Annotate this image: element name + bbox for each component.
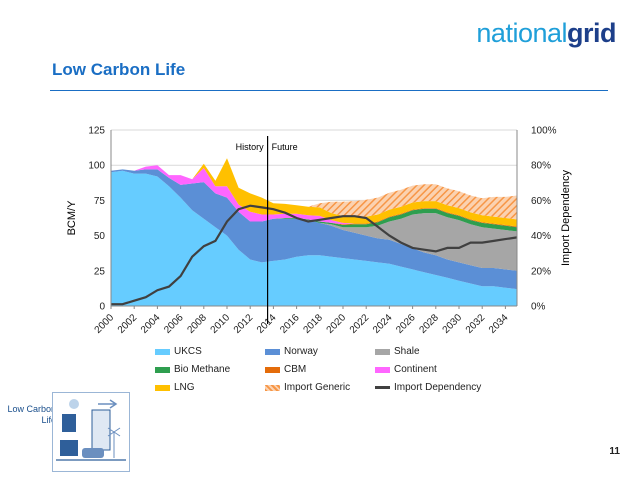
x-tick-label: 2008 xyxy=(185,312,209,336)
legend-swatch xyxy=(265,366,280,373)
area-series xyxy=(111,158,517,306)
y-axis-title: BCM/Y xyxy=(66,200,78,236)
wind-turbine-icon xyxy=(107,427,121,458)
x-tick-label: 2018 xyxy=(301,312,325,336)
y2-axis-title: Import Dependency xyxy=(560,170,572,266)
x-tick-label: 2026 xyxy=(394,312,418,336)
logo-light-text: national xyxy=(476,18,567,48)
legend-swatch xyxy=(265,348,280,355)
x-tick-label: 2000 xyxy=(93,312,117,336)
y2-tick-label: 80% xyxy=(531,161,551,172)
house-icon xyxy=(60,440,78,456)
series-line-import-dependency xyxy=(111,204,518,306)
x-tick-label: 2022 xyxy=(348,312,372,336)
y2-tick-label: 20% xyxy=(531,266,551,277)
legend-item-shale: Shale xyxy=(375,346,420,357)
x-tick-label: 2032 xyxy=(464,312,488,336)
legend-label: Import Dependency xyxy=(394,382,482,393)
legend-label: LNG xyxy=(174,382,195,393)
y-tick-label: 75 xyxy=(94,196,106,207)
legend-item-lng: LNG xyxy=(155,382,195,393)
series-area-bio-methane xyxy=(111,169,517,232)
y-tick-label: 100 xyxy=(88,161,105,172)
y2-tick-label: 0% xyxy=(531,302,546,313)
legend-item-continent: Continent xyxy=(375,364,437,375)
legend-swatch xyxy=(375,386,390,389)
legend-item-import-generic: Import Generic xyxy=(265,382,350,393)
car-icon xyxy=(82,448,104,458)
national-grid-logo: nationalgrid xyxy=(476,18,616,49)
series-area-shale xyxy=(111,169,517,271)
series-area-import-generic xyxy=(111,158,517,220)
sun-icon xyxy=(69,399,79,409)
x-tick-label: 2016 xyxy=(278,312,302,336)
logo-bold-text: grid xyxy=(567,18,617,48)
legend-label: Import Generic xyxy=(284,382,351,393)
x-tick-label: 2020 xyxy=(325,312,349,336)
legend-label: Shale xyxy=(394,346,420,357)
legend-swatch xyxy=(265,384,280,391)
legend-item-ukcs: UKCS xyxy=(155,346,202,357)
legend-swatch xyxy=(155,366,170,373)
series-area-cbm xyxy=(111,169,517,228)
title-divider xyxy=(50,90,608,91)
legend-swatch xyxy=(155,348,170,355)
series-area-ukcs xyxy=(111,170,517,306)
slide-title: Low Carbon Life xyxy=(52,60,186,79)
legend-label: CBM xyxy=(284,364,307,375)
history-label: History xyxy=(236,142,265,152)
legend-item-import-dependency: Import Dependency xyxy=(375,382,481,393)
line-series xyxy=(111,204,518,306)
x-tick-label: 2006 xyxy=(162,312,186,336)
tower-icon xyxy=(91,409,111,451)
x-tick-label: 2002 xyxy=(116,312,140,336)
x-tick-label: 2028 xyxy=(417,312,441,336)
legend-item-cbm: CBM xyxy=(265,364,306,375)
legend-item-norway: Norway xyxy=(265,346,318,357)
y2-tick-label: 100% xyxy=(531,126,557,137)
y2-tick-label: 40% xyxy=(531,231,551,242)
screen-icon xyxy=(62,414,76,432)
page-number: 11 xyxy=(609,446,620,457)
x-tick-label: 2034 xyxy=(487,312,511,336)
arrow-icon xyxy=(98,399,118,409)
y-tick-label: 50 xyxy=(94,231,106,242)
y-tick-label: 25 xyxy=(94,266,106,277)
low-carbon-life-thumbnail xyxy=(52,392,130,472)
legend-label: Bio Methane xyxy=(174,364,231,375)
legend-swatch xyxy=(375,348,390,355)
legend-item-bio-methane: Bio Methane xyxy=(155,364,230,375)
x-tick-label: 2010 xyxy=(209,312,233,336)
y-tick-label: 0 xyxy=(99,302,105,313)
x-tick-label: 2012 xyxy=(232,312,256,336)
footer-caption: Low Carbon Life xyxy=(7,404,56,425)
x-tick-label: 2014 xyxy=(255,312,279,336)
legend-label: Norway xyxy=(284,346,318,357)
y-tick-label: 125 xyxy=(88,126,105,137)
series-area-norway xyxy=(111,169,517,290)
legend-swatch xyxy=(375,366,390,373)
legend-label: UKCS xyxy=(174,346,202,357)
y2-tick-label: 60% xyxy=(531,196,551,207)
legend-swatch xyxy=(155,384,170,391)
legend-label: Continent xyxy=(394,364,437,375)
series-area-lng xyxy=(111,158,517,227)
x-tick-label: 2024 xyxy=(371,312,395,336)
future-label: Future xyxy=(272,142,298,152)
x-tick-label: 2030 xyxy=(441,312,465,336)
x-tick-label: 2004 xyxy=(139,312,163,336)
